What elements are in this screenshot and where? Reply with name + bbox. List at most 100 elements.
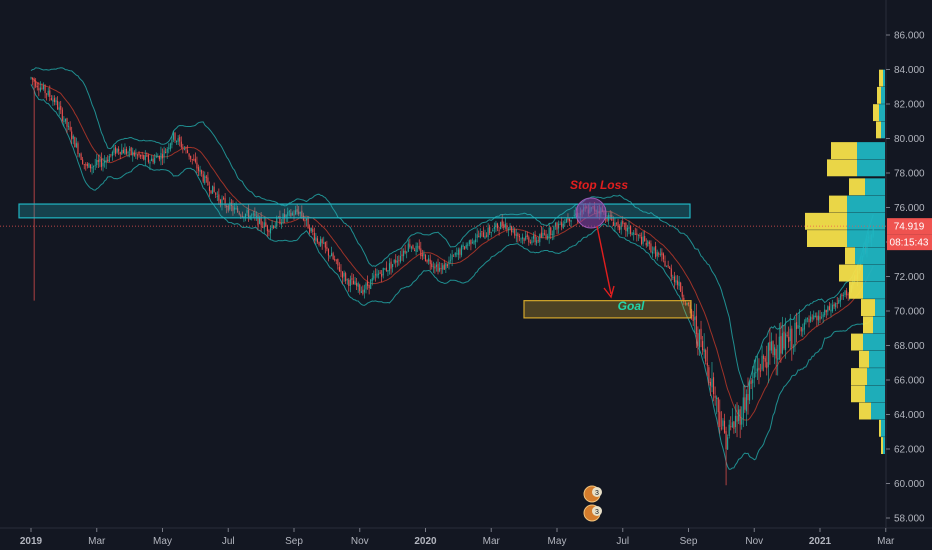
candle-body[interactable] <box>678 281 680 287</box>
candle-body[interactable] <box>644 236 646 242</box>
candle-body[interactable] <box>714 395 716 398</box>
candle-body[interactable] <box>628 226 630 229</box>
candle-body[interactable] <box>755 371 757 374</box>
candle-body[interactable] <box>107 159 109 161</box>
candle-body[interactable] <box>785 333 787 351</box>
candle-body[interactable] <box>802 328 804 332</box>
candle-body[interactable] <box>251 214 253 216</box>
candle-body[interactable] <box>30 77 32 79</box>
candle-body[interactable] <box>176 140 178 143</box>
candle-body[interactable] <box>836 302 838 304</box>
candle-body[interactable] <box>293 214 295 216</box>
candle-body[interactable] <box>706 362 708 366</box>
candle-body[interactable] <box>135 153 137 155</box>
candle-body[interactable] <box>205 176 207 178</box>
candle-body[interactable] <box>125 148 128 154</box>
candle-body[interactable] <box>387 270 389 272</box>
candle-body[interactable] <box>692 314 694 321</box>
candle-body[interactable] <box>825 310 827 313</box>
candle-body[interactable] <box>263 222 265 229</box>
candle-body[interactable] <box>395 259 397 263</box>
candle-body[interactable] <box>287 211 289 216</box>
candle-body[interactable] <box>543 233 546 235</box>
candle-body[interactable] <box>553 226 555 236</box>
candle-body[interactable] <box>309 227 311 233</box>
candle-body[interactable] <box>526 234 528 238</box>
candle-body[interactable] <box>532 235 535 239</box>
candle-body[interactable] <box>559 223 561 225</box>
candle-body[interactable] <box>108 156 110 162</box>
candle-body[interactable] <box>761 355 763 370</box>
candle-body[interactable] <box>136 154 139 156</box>
candle-body[interactable] <box>210 190 212 194</box>
candle-body[interactable] <box>376 273 378 277</box>
candle-body[interactable] <box>434 266 436 269</box>
candle-body[interactable] <box>279 216 281 225</box>
candle-body[interactable] <box>424 255 427 262</box>
candle-body[interactable] <box>374 274 376 276</box>
candle-body[interactable] <box>795 322 798 330</box>
candle-body[interactable] <box>155 155 157 158</box>
candle-body[interactable] <box>824 309 826 316</box>
candle-body[interactable] <box>727 437 729 450</box>
candle-body[interactable] <box>622 220 624 224</box>
candle-body[interactable] <box>221 199 223 206</box>
candle-body[interactable] <box>451 254 453 260</box>
candle-body[interactable] <box>44 85 46 94</box>
candle-body[interactable] <box>269 228 272 234</box>
candle-body[interactable] <box>670 268 672 277</box>
candle-body[interactable] <box>370 279 372 289</box>
candle-body[interactable] <box>237 208 239 213</box>
candle-body[interactable] <box>149 161 151 164</box>
candle-body[interactable] <box>150 158 153 161</box>
candle-body[interactable] <box>428 258 430 262</box>
candle-body[interactable] <box>838 300 840 304</box>
candle-body[interactable] <box>534 234 536 242</box>
candle-body[interactable] <box>152 158 154 163</box>
candle-body[interactable] <box>778 336 780 360</box>
candle-body[interactable] <box>307 217 309 229</box>
candle-body[interactable] <box>166 149 168 153</box>
candle-body[interactable] <box>423 253 425 256</box>
candle-body[interactable] <box>482 232 484 238</box>
candle-body[interactable] <box>769 341 771 351</box>
candle-body[interactable] <box>68 125 70 127</box>
candle-body[interactable] <box>393 259 395 263</box>
candle-body[interactable] <box>835 303 837 308</box>
candle-body[interactable] <box>507 228 510 231</box>
candle-body[interactable] <box>442 265 444 270</box>
candle-body[interactable] <box>32 77 34 80</box>
candle-body[interactable] <box>512 230 514 232</box>
candle-body[interactable] <box>35 81 37 87</box>
candle-body[interactable] <box>88 163 90 168</box>
candle-body[interactable] <box>756 368 758 372</box>
candle-body[interactable] <box>460 245 463 256</box>
candle-body[interactable] <box>290 212 292 217</box>
candle-body[interactable] <box>767 342 769 368</box>
candle-body[interactable] <box>367 281 369 286</box>
candle-body[interactable] <box>662 253 665 260</box>
candle-body[interactable] <box>615 222 618 224</box>
candle-body[interactable] <box>659 253 661 255</box>
candle-body[interactable] <box>487 227 489 237</box>
candle-body[interactable] <box>140 155 142 157</box>
candle-body[interactable] <box>235 208 237 210</box>
candle-body[interactable] <box>720 427 722 429</box>
candle-body[interactable] <box>459 249 461 255</box>
candle-body[interactable] <box>36 85 38 88</box>
candle-body[interactable] <box>406 251 408 253</box>
candle-body[interactable] <box>523 238 525 241</box>
candle-body[interactable] <box>331 253 333 257</box>
candle-body[interactable] <box>695 315 697 335</box>
candle-body[interactable] <box>58 107 60 110</box>
candle-body[interactable] <box>728 424 730 437</box>
candle-body[interactable] <box>564 222 566 224</box>
candle-body[interactable] <box>550 227 552 236</box>
candle-body[interactable] <box>172 131 175 140</box>
candle-body[interactable] <box>168 147 170 149</box>
candle-body[interactable] <box>74 137 76 148</box>
candle-body[interactable] <box>429 259 431 265</box>
candle-body[interactable] <box>77 143 79 155</box>
candle-body[interactable] <box>61 109 63 121</box>
candle-body[interactable] <box>531 240 533 244</box>
